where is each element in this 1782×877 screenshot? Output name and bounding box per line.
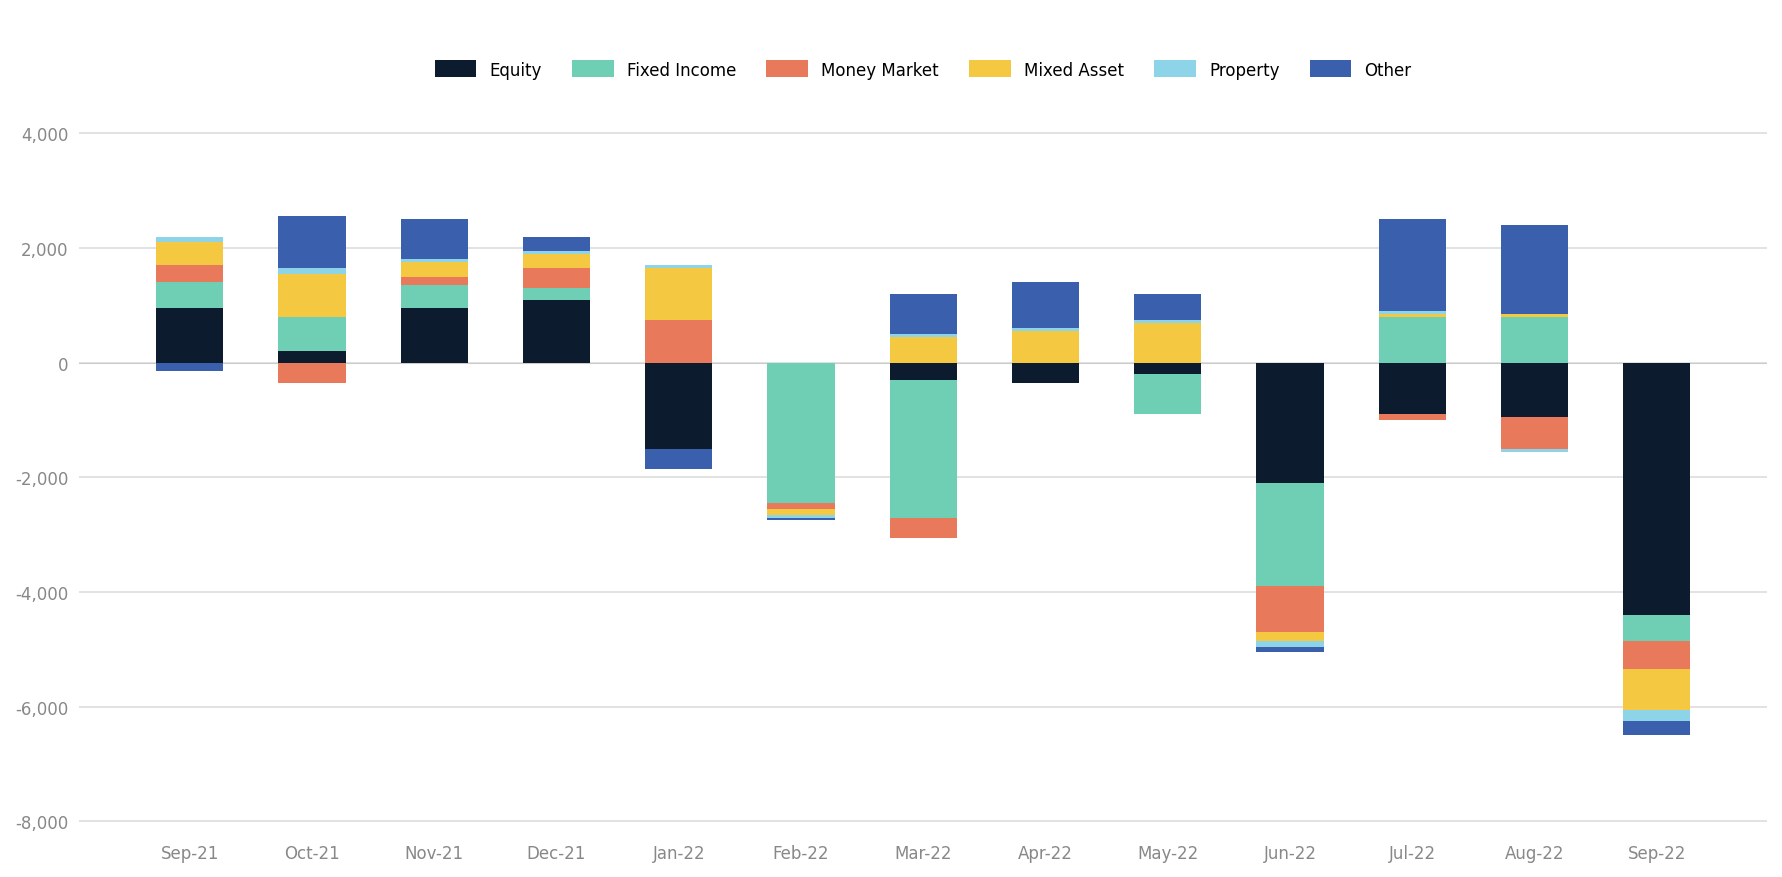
Bar [278,217,346,268]
Bar [645,449,713,469]
Bar [1623,641,1691,670]
Bar [1500,363,1568,417]
Bar [889,518,957,538]
Bar [1256,483,1324,587]
Bar [1133,324,1201,363]
Bar [768,518,834,521]
Bar [278,275,346,317]
Bar [401,220,469,260]
Bar [401,263,469,277]
Bar [1500,317,1568,363]
Bar [157,363,223,372]
Bar [889,295,957,335]
Bar [1012,283,1080,329]
Bar [157,283,223,309]
Bar [401,277,469,286]
Bar [157,309,223,363]
Bar [889,335,957,338]
Bar [1500,226,1568,315]
Bar [768,363,834,503]
Bar [522,254,590,268]
Bar [522,238,590,252]
Bar [1379,315,1445,317]
Bar [889,363,957,381]
Bar [278,268,346,275]
Bar [645,268,713,320]
Bar [1500,315,1568,317]
Bar [1623,709,1691,721]
Bar [645,320,713,363]
Bar [1256,641,1324,647]
Bar [1623,363,1691,616]
Bar [1623,616,1691,641]
Bar [1012,329,1080,332]
Bar [278,317,346,352]
Bar [768,510,834,515]
Bar [1379,317,1445,363]
Bar [1133,374,1201,415]
Bar [1379,220,1445,311]
Bar [1133,320,1201,324]
Bar [645,363,713,449]
Bar [278,363,346,383]
Bar [522,252,590,254]
Bar [1256,647,1324,652]
Bar [401,286,469,309]
Bar [889,338,957,363]
Bar [522,300,590,363]
Bar [1012,363,1080,383]
Bar [401,309,469,363]
Bar [1623,670,1691,709]
Bar [157,243,223,266]
Bar [1256,363,1324,483]
Bar [1012,332,1080,363]
Bar [1379,415,1445,421]
Bar [1500,449,1568,452]
Bar [1256,632,1324,641]
Bar [401,260,469,263]
Legend: Equity, Fixed Income, Money Market, Mixed Asset, Property, Other: Equity, Fixed Income, Money Market, Mixe… [428,54,1418,86]
Bar [1500,417,1568,449]
Bar [1133,295,1201,320]
Bar [157,238,223,243]
Bar [768,503,834,510]
Bar [768,515,834,518]
Bar [522,268,590,289]
Bar [1379,363,1445,415]
Bar [645,266,713,268]
Bar [1133,363,1201,374]
Bar [278,352,346,363]
Bar [1379,311,1445,315]
Bar [157,266,223,283]
Bar [522,289,590,300]
Bar [1256,587,1324,632]
Bar [1623,721,1691,736]
Bar [889,381,957,518]
